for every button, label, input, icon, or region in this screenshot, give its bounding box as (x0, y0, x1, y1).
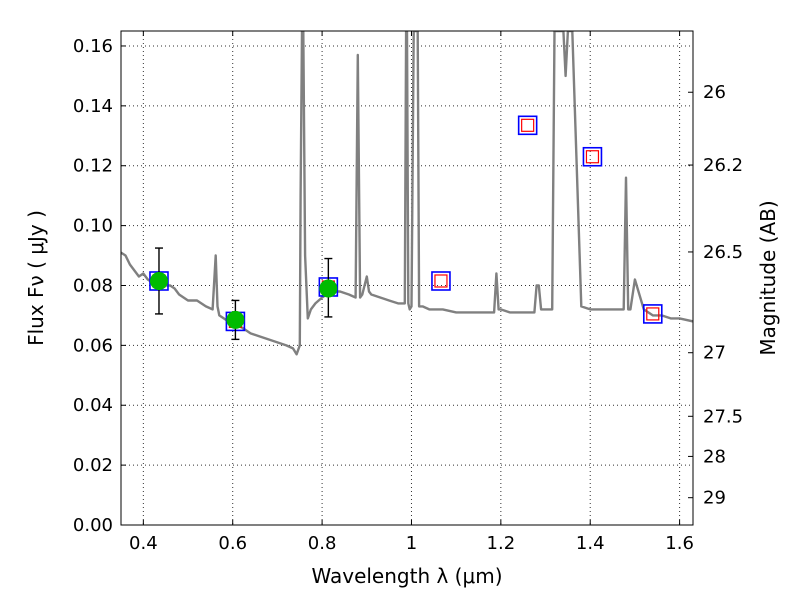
y-tick-label: 0.10 (73, 216, 113, 237)
y-tick-label: 0.00 (73, 515, 113, 536)
y2-axis-title: Magnitude (AB) (756, 200, 780, 355)
y-tick-label: 0.04 (73, 395, 113, 416)
model-band-square (517, 115, 538, 136)
data-layer (121, 31, 693, 356)
y-tick-label: 0.14 (73, 96, 113, 117)
model-band-square-inner (585, 150, 600, 164)
y-tick-label: 0.06 (73, 335, 113, 356)
model-band-square-inner (646, 307, 660, 321)
mag-tick-label: 29 (703, 488, 726, 509)
y-tick-label: 0.08 (73, 275, 113, 296)
y-tick-label: 0.12 (73, 156, 113, 177)
x-tick-label: 0.4 (129, 533, 158, 554)
y-tick-label: 0.16 (73, 36, 113, 57)
model-band-square (431, 271, 451, 291)
x-tick-label: 1 (406, 533, 417, 554)
points-layer (149, 115, 663, 341)
x-tick-label: 1.4 (576, 533, 605, 554)
mag-tick-label: 26.2 (703, 155, 743, 176)
model-band-square-inner (521, 118, 535, 132)
observed-point (319, 279, 338, 298)
mag-tick-label: 27.5 (703, 406, 743, 427)
x-axis-title: Wavelength λ (μm) (311, 564, 502, 588)
model-spectrum-line (121, 31, 693, 356)
model-band-square (642, 304, 663, 324)
mag-tick-label: 27 (703, 343, 726, 364)
y-tick-label: 0.02 (73, 455, 113, 476)
plot-frame (120, 30, 694, 526)
x-tick-label: 1.2 (487, 533, 516, 554)
mag-tick-label: 26 (703, 82, 726, 103)
ticks: 0.4 0.6 0.8 1 1.2 1.4 1.6 0.00 0.02 0.04 0.06 0.08 0… (73, 31, 743, 554)
x-tick-label: 0.8 (308, 533, 337, 554)
model-band-square (582, 146, 603, 167)
x-tick-label: 0.6 (218, 533, 247, 554)
observed-point (226, 310, 245, 329)
mag-tick-label: 26.5 (703, 242, 743, 263)
mag-tick-label: 28 (703, 446, 726, 467)
y-axis-title: Flux Fν ( μJy ) (24, 210, 48, 346)
observed-point (149, 271, 168, 290)
x-tick-label: 1.6 (665, 533, 694, 554)
model-band-square-inner (434, 274, 448, 288)
